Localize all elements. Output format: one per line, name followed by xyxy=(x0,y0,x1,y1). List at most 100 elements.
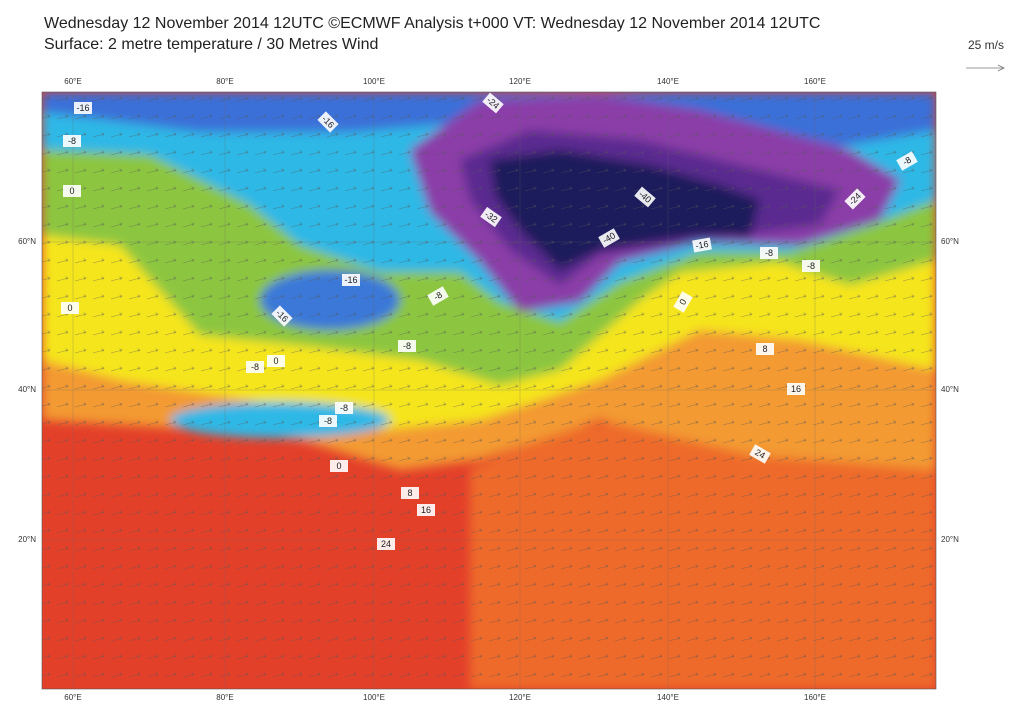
contour-label-text: -8 xyxy=(340,403,348,413)
contour-label-box xyxy=(787,383,805,395)
contour-label-box xyxy=(61,302,79,314)
contour-label-text: -16 xyxy=(695,239,710,251)
contour-label-text: 16 xyxy=(421,505,431,515)
lon-label: 60°E xyxy=(64,693,81,702)
contour-label-box xyxy=(844,188,866,210)
contour-label: -40 xyxy=(634,186,656,208)
contour-label: 8 xyxy=(756,343,774,355)
contour-label-box xyxy=(634,186,656,208)
contour-label-box xyxy=(246,361,264,373)
contour-label-box xyxy=(63,135,81,147)
title: Wednesday 12 November 2014 12UTC ©ECMWF … xyxy=(44,15,820,32)
contour-label-box xyxy=(377,538,395,550)
contour-label-box xyxy=(427,286,449,306)
lat-label: 60°N xyxy=(941,237,959,246)
contour-label-box xyxy=(480,206,502,228)
contour-label-text: -8 xyxy=(765,248,773,258)
lon-label: 140°E xyxy=(657,693,679,702)
contour-label-text: -8 xyxy=(403,341,411,351)
contour-label-text: 24 xyxy=(381,539,391,549)
contour-label: 0 xyxy=(61,302,79,314)
contour-label-text: 8 xyxy=(762,344,767,354)
contour-label: -8 xyxy=(319,415,337,427)
contour-label-text: 16 xyxy=(791,384,801,394)
contour-label-box xyxy=(317,111,339,133)
lon-label: 80°E xyxy=(216,77,233,86)
map-frame xyxy=(41,91,937,690)
contour-label-box xyxy=(74,102,92,114)
contour-label: 0 xyxy=(267,355,285,367)
lat-label: 40°N xyxy=(941,385,959,394)
contour-label: -16 xyxy=(317,111,339,133)
contour-label-box xyxy=(401,487,419,499)
contour-label-box xyxy=(267,355,285,367)
graticule xyxy=(42,92,936,689)
lon-label: 140°E xyxy=(657,77,679,86)
lon-label: 120°E xyxy=(509,77,531,86)
contour-label-text: -8 xyxy=(901,155,913,168)
lon-label: 100°E xyxy=(363,77,385,86)
lat-label: 40°N xyxy=(18,385,36,394)
contour-label-text: 0 xyxy=(336,461,341,471)
contour-label-box xyxy=(63,185,81,197)
contour-label-box xyxy=(330,460,348,472)
contour-label: -8 xyxy=(398,340,416,352)
contour-label-box xyxy=(319,415,337,427)
contour-label-text: -16 xyxy=(344,275,357,285)
contour-label: -24 xyxy=(482,92,504,114)
contour-label-text: -8 xyxy=(324,416,332,426)
contour-label-text: 24 xyxy=(753,447,767,461)
lon-label: 60°E xyxy=(64,77,81,86)
contour-label-text: -8 xyxy=(251,362,259,372)
contour-label-box xyxy=(342,274,360,286)
contour-label: -8 xyxy=(427,286,449,306)
contour-label: -16 xyxy=(74,102,92,114)
contour-label: 0 xyxy=(63,185,81,197)
contour-label: 16 xyxy=(787,383,805,395)
contour-label-box xyxy=(673,291,693,313)
contour-label: -8 xyxy=(335,402,353,414)
contour-label: -16 xyxy=(271,305,293,327)
contour-label: -8 xyxy=(896,151,918,171)
lon-label: 80°E xyxy=(216,693,233,702)
contour-label: -32 xyxy=(480,206,502,228)
contour-label-text: 0 xyxy=(69,186,74,196)
lon-label: 160°E xyxy=(804,693,826,702)
contour-label-box xyxy=(398,340,416,352)
contour-label-box xyxy=(482,92,504,114)
contour-label: -8 xyxy=(760,247,778,259)
lon-label: 120°E xyxy=(509,693,531,702)
contour-label-box xyxy=(692,237,712,253)
contour-label-text: -8 xyxy=(807,261,815,271)
contour-label-box xyxy=(417,504,435,516)
contour-label: -16 xyxy=(342,274,360,286)
contour-label: 0 xyxy=(673,291,693,313)
lon-label: 100°E xyxy=(363,693,385,702)
contour-label: -8 xyxy=(802,260,820,272)
contour-label: 8 xyxy=(401,487,419,499)
contour-label-box xyxy=(896,151,918,171)
contour-label: -24 xyxy=(844,188,866,210)
contour-label-box xyxy=(760,247,778,259)
lon-label: 160°E xyxy=(804,77,826,86)
labels: 60°E 60°E 80°E 80°E 100°E 100°E 120°E 120°E 140°… xyxy=(18,77,959,702)
wind-scale-arrow xyxy=(966,64,1005,72)
contour-label-box xyxy=(598,228,620,248)
contour-label-box xyxy=(802,260,820,272)
contour-label: -8 xyxy=(63,135,81,147)
contour-label-box xyxy=(749,444,771,464)
lat-label: 20°N xyxy=(18,535,36,544)
contour-label: 24 xyxy=(377,538,395,550)
subtitle: Surface: 2 metre temperature / 30 Metres… xyxy=(44,36,378,53)
contour-label: -40 xyxy=(598,228,620,248)
contour-label: 16 xyxy=(417,504,435,516)
contour-label-text: 0 xyxy=(273,356,278,366)
contour-label-text: 8 xyxy=(407,488,412,498)
contour-label-text: 0 xyxy=(677,297,688,306)
contour-label-text: -8 xyxy=(68,136,76,146)
contour-label-box xyxy=(271,305,293,327)
contour-label: 0 xyxy=(330,460,348,472)
lat-label: 60°N xyxy=(18,237,36,246)
contour-label: -8 xyxy=(246,361,264,373)
